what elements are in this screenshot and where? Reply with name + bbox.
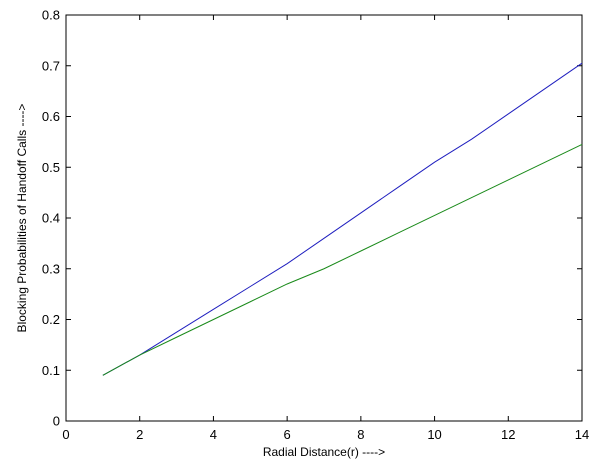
x-tick-label: 10 [427, 427, 441, 442]
y-tick-label: 0 [53, 414, 60, 429]
x-tick-label: 8 [357, 427, 364, 442]
y-tick-label: 0.8 [42, 8, 60, 23]
series-2-line [102, 143, 583, 376]
plot-area [65, 14, 583, 422]
series-lines [102, 62, 583, 376]
y-tick-label: 0.2 [42, 312, 60, 327]
x-tick-label: 0 [62, 427, 69, 442]
y-tick-label: 0.7 [42, 58, 60, 73]
x-tick-label: 12 [501, 427, 515, 442]
x-tick-label: 4 [210, 427, 217, 442]
y-tick-label: 0.4 [42, 211, 60, 226]
y-axis-label: Blocking Probabilities of Handoff Calls … [15, 104, 29, 333]
y-tick-label: 0.5 [42, 160, 60, 175]
x-axis-label: Radial Distance(r) ----> [263, 445, 385, 459]
series-1-line [102, 62, 583, 376]
y-tick-label: 0.1 [42, 363, 60, 378]
x-tick-label: 6 [284, 427, 291, 442]
y-axis-ticks: 0 0.1 0.2 0.3 0.4 0.5 0.6 0.7 0.8 [42, 8, 582, 429]
x-axis-ticks: 0 2 4 6 8 10 12 14 [62, 15, 589, 442]
y-tick-label: 0.6 [42, 109, 60, 124]
y-tick-label: 0.3 [42, 261, 60, 276]
x-tick-label: 14 [575, 427, 589, 442]
x-tick-label: 2 [136, 427, 143, 442]
